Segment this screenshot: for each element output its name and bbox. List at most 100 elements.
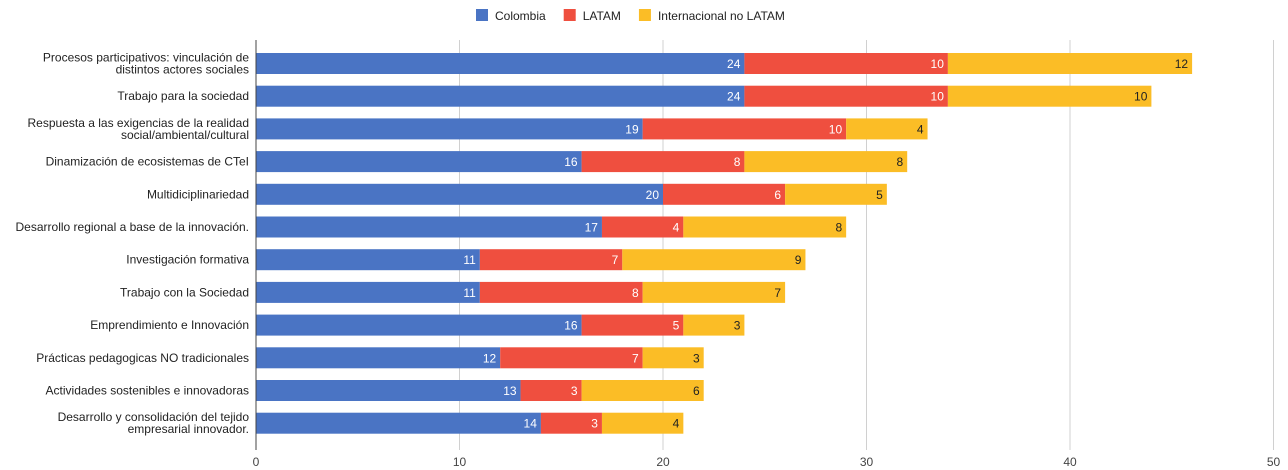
legend-swatch [563,9,576,21]
bar-segment-latam [642,118,847,140]
data-label: 10 [931,57,945,71]
x-tick-label: 20 [656,455,670,469]
data-label: 10 [931,90,945,104]
data-label: 17 [585,221,599,235]
category-label: Emprendimiento e Innovación [90,318,249,332]
legend-swatch [476,9,488,21]
bar-segment-internacional-no-latam [846,118,928,140]
data-label: 4 [673,417,680,431]
data-label: 13 [503,384,517,398]
bar-segment-internacional-no-latam [947,53,1193,74]
bar-row: 19 10 4 [256,118,928,140]
legend-swatch [638,9,651,21]
bar-row: 16 5 3 [256,314,745,336]
bar-segment-colombia [256,380,521,401]
data-label: 8 [734,155,741,169]
category-label: Actividades sostenibles e innovadoras [46,384,249,398]
bar-segment-internacional-no-latam [683,314,745,336]
category-label: Trabajo para la sociedad [117,89,249,103]
data-label: 11 [463,286,476,300]
bar-segment-colombia [256,118,643,140]
data-label: 24 [727,90,741,104]
category-label: Respuesta a las exigencias de la realida… [28,116,249,142]
data-label: 5 [673,319,680,333]
bar-row: 20 6 5 [256,183,887,205]
bar-segment-internacional-no-latam [642,347,704,369]
legend-label: LATAM [583,9,621,23]
x-tick-label: 10 [453,455,467,469]
data-label: 8 [632,286,639,300]
category-label: Desarrollo y consolidación del tejido emp… [58,410,250,436]
data-label: 16 [564,155,578,169]
bar-segment-latam [581,314,684,336]
bar-segment-colombia [256,347,501,369]
bar-segment-colombia [256,314,582,336]
bar-segment-colombia [256,249,480,271]
bar-segment-latam [744,53,948,74]
category-label: Prácticas pedagogicas NO tradicionales [36,351,249,365]
category-label: Trabajo con la Sociedad [120,285,249,299]
data-label: 12 [1175,57,1189,71]
data-label: 9 [795,253,802,267]
bar-row: 11 8 7 [256,281,786,303]
x-tick-label: 0 [253,455,260,469]
bar-row: 13 3 6 [256,380,704,401]
bar-segment-internacional-no-latam [622,249,806,271]
category-label: Multidiciplinariedad [147,187,249,201]
bar-segment-latam [540,412,602,434]
legend-label: Internacional no LATAM [658,9,785,23]
category-labels: Procesos participativos: vinculación de d… [16,51,250,437]
category-label: Procesos participativos: vinculación de d… [43,51,249,77]
bar-segment-colombia [256,183,663,205]
bar-row: 14 3 4 [256,412,684,434]
bar-segment-latam [500,347,643,369]
bar-segment-latam [663,183,786,205]
category-label: Desarrollo regional a base de la innovac… [16,220,249,234]
data-label: 8 [835,221,842,235]
data-label: 20 [646,188,660,202]
bar-row: 11 7 9 [256,249,806,271]
bar-segment-colombia [256,412,541,434]
category-label: Dinamización de ecosistemas de CTeI [46,155,249,169]
bar-row: 12 7 3 [256,347,704,369]
bar-segment-internacional-no-latam [683,216,847,238]
data-label: 3 [734,319,741,333]
data-label: 19 [625,122,639,136]
bar-segment-latam [601,216,684,238]
bar-segment-internacional-no-latam [581,380,704,401]
bar-segment-latam [744,85,948,107]
data-label: 7 [632,351,639,365]
bar-segment-internacional-no-latam [785,183,887,205]
data-label: 4 [917,122,924,136]
bar-segment-latam [479,249,623,271]
data-label: 24 [727,57,741,71]
bar-segment-latam [581,151,745,173]
bar-segment-colombia [256,281,480,303]
bar-segment-internacional-no-latam [642,281,786,303]
bar-segment-colombia [256,53,745,74]
bar-segment-latam [520,380,582,401]
data-label: 3 [571,384,578,398]
data-label: 7 [774,286,781,300]
data-label: 8 [897,155,904,169]
legend-item: LATAM [563,9,621,23]
bar-segment-internacional-no-latam [601,412,684,434]
data-label: 12 [483,351,497,365]
bar-row: 24 10 10 [256,85,1152,107]
bar-row: 24 10 12 [256,53,1193,74]
data-label: 10 [1134,90,1148,104]
bar-row: 17 4 8 [256,216,847,238]
legend-item: Internacional no LATAM [638,9,785,23]
bar-segment-colombia [256,216,602,238]
x-tick-label: 30 [860,455,874,469]
data-label: 11 [463,253,476,267]
data-label: 6 [774,188,781,202]
data-label: 4 [673,221,680,235]
data-label: 16 [564,319,578,333]
data-label: 3 [591,417,598,431]
bar-row: 16 8 8 [256,151,908,173]
data-label: 3 [693,351,700,365]
legend: Colombia LATAM Internacional no LATAM [476,9,785,23]
